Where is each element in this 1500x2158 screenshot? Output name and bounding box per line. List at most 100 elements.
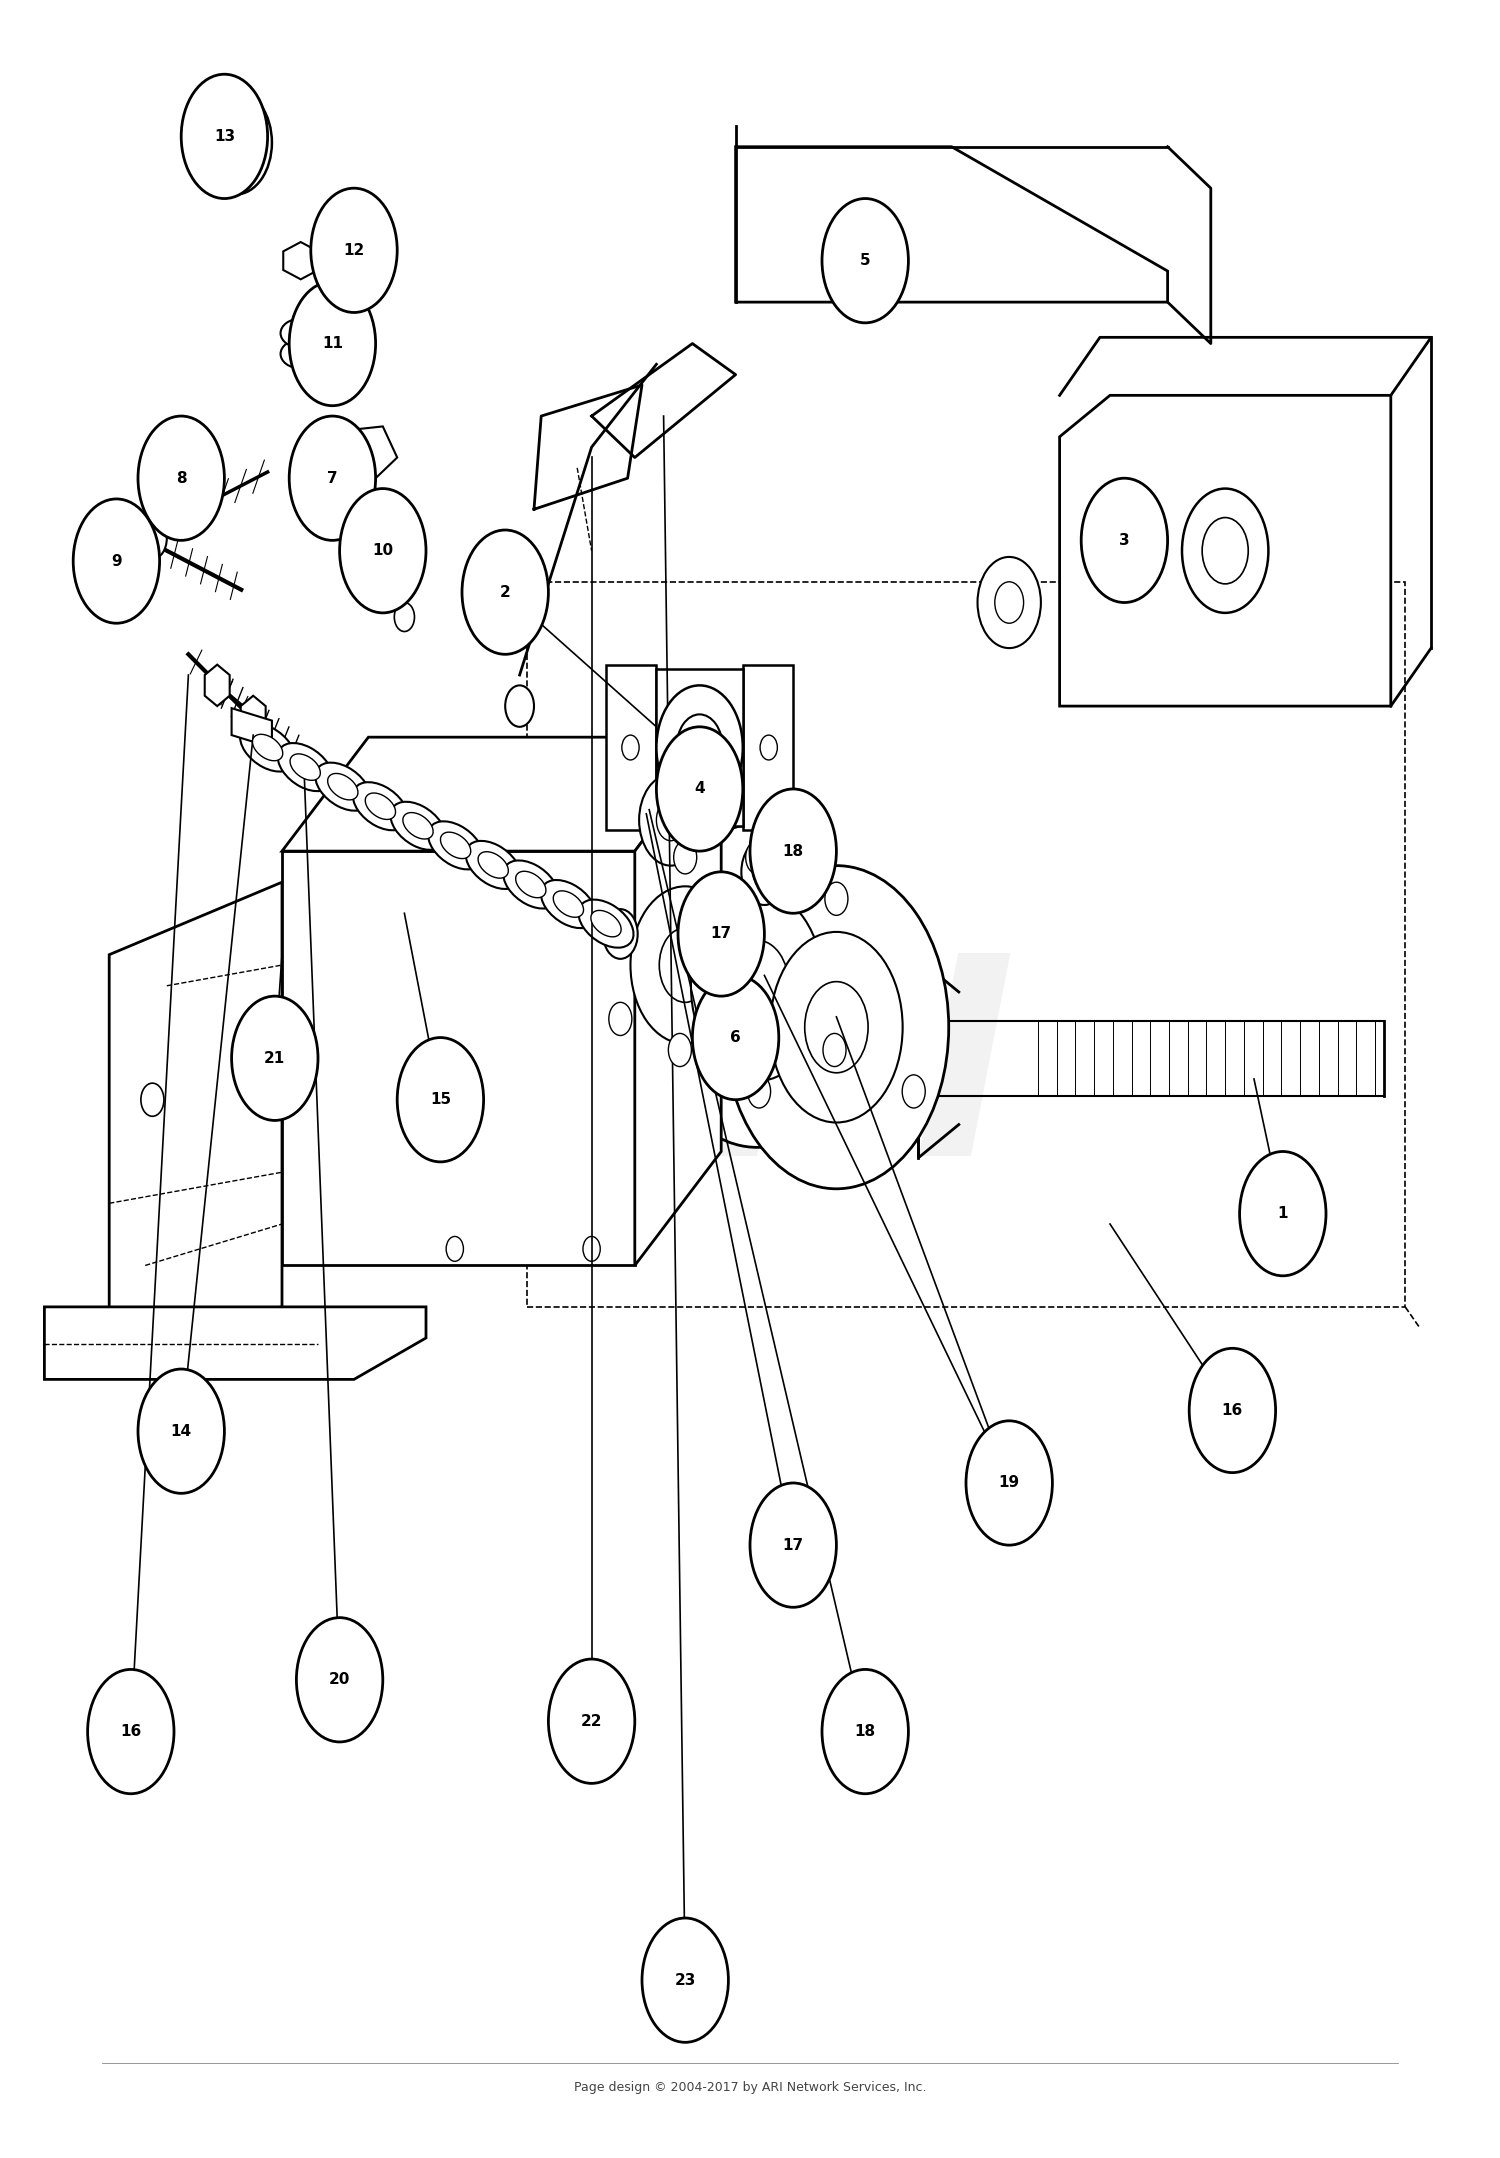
Circle shape: [657, 686, 742, 809]
Circle shape: [642, 1918, 729, 2041]
Circle shape: [902, 1075, 926, 1107]
Circle shape: [693, 975, 778, 1101]
Text: 19: 19: [999, 1476, 1020, 1491]
Ellipse shape: [240, 723, 296, 773]
Polygon shape: [110, 883, 282, 1338]
Polygon shape: [284, 242, 318, 278]
Ellipse shape: [465, 842, 520, 889]
Polygon shape: [657, 669, 742, 827]
Ellipse shape: [441, 833, 471, 859]
Circle shape: [692, 891, 824, 1081]
Text: 3: 3: [1119, 533, 1130, 548]
Circle shape: [1202, 518, 1248, 585]
Text: 6: 6: [730, 1029, 741, 1044]
Polygon shape: [310, 427, 398, 498]
Ellipse shape: [352, 781, 408, 831]
Ellipse shape: [291, 326, 310, 341]
Circle shape: [310, 188, 398, 313]
Circle shape: [138, 518, 166, 559]
Circle shape: [1239, 1152, 1326, 1275]
Text: Page design © 2004-2017 by ARI Network Services, Inc.: Page design © 2004-2017 by ARI Network S…: [573, 2082, 926, 2095]
Circle shape: [1190, 1349, 1275, 1472]
Text: 4: 4: [694, 781, 705, 796]
Circle shape: [549, 1660, 634, 1783]
Circle shape: [760, 736, 777, 760]
Circle shape: [200, 91, 272, 194]
Polygon shape: [240, 695, 266, 738]
Text: 2: 2: [500, 585, 510, 600]
Ellipse shape: [390, 803, 445, 850]
Text: 7: 7: [327, 470, 338, 486]
Circle shape: [747, 1075, 771, 1107]
Circle shape: [738, 1001, 762, 1036]
Circle shape: [750, 790, 837, 913]
Text: 18: 18: [855, 1724, 876, 1739]
Text: 22: 22: [580, 1713, 603, 1729]
Ellipse shape: [366, 792, 396, 820]
Circle shape: [1082, 479, 1167, 602]
Circle shape: [726, 909, 746, 939]
Circle shape: [724, 865, 948, 1189]
Circle shape: [394, 602, 414, 632]
Circle shape: [398, 1038, 483, 1161]
Circle shape: [138, 1368, 225, 1493]
Ellipse shape: [504, 861, 558, 909]
Circle shape: [674, 842, 696, 874]
Circle shape: [74, 498, 159, 624]
Circle shape: [141, 1083, 164, 1116]
Text: 13: 13: [214, 129, 236, 145]
Circle shape: [603, 909, 638, 958]
Circle shape: [612, 921, 628, 947]
Ellipse shape: [252, 734, 282, 762]
Circle shape: [639, 775, 702, 865]
Ellipse shape: [280, 319, 321, 347]
Circle shape: [591, 831, 778, 1101]
Polygon shape: [1059, 395, 1390, 706]
Circle shape: [804, 982, 868, 1073]
Circle shape: [822, 1670, 909, 1793]
Circle shape: [446, 1237, 464, 1260]
Polygon shape: [735, 147, 1167, 302]
Circle shape: [966, 1420, 1053, 1545]
Circle shape: [630, 887, 740, 1044]
Circle shape: [634, 783, 663, 824]
Text: 11: 11: [322, 337, 344, 352]
Text: 17: 17: [711, 926, 732, 941]
Circle shape: [1182, 488, 1269, 613]
Polygon shape: [742, 665, 794, 831]
Circle shape: [770, 932, 903, 1122]
Circle shape: [622, 736, 639, 760]
Ellipse shape: [542, 880, 596, 928]
Circle shape: [825, 883, 848, 915]
Circle shape: [676, 714, 723, 781]
Circle shape: [506, 686, 534, 727]
Ellipse shape: [427, 822, 483, 870]
Circle shape: [726, 941, 789, 1032]
Circle shape: [462, 531, 549, 654]
Circle shape: [290, 281, 375, 406]
Polygon shape: [204, 665, 230, 706]
Circle shape: [746, 842, 768, 874]
Text: 8: 8: [176, 470, 186, 486]
Circle shape: [645, 824, 870, 1148]
Text: 9: 9: [111, 555, 122, 568]
Ellipse shape: [478, 852, 508, 878]
Ellipse shape: [554, 891, 584, 917]
Polygon shape: [606, 665, 657, 831]
Circle shape: [231, 997, 318, 1120]
Circle shape: [138, 416, 225, 540]
Text: 18: 18: [783, 844, 804, 859]
Ellipse shape: [327, 773, 358, 801]
Circle shape: [290, 416, 375, 540]
Text: 5: 5: [859, 252, 870, 268]
Text: 23: 23: [675, 1972, 696, 1988]
Text: 15: 15: [430, 1092, 451, 1107]
Text: 10: 10: [372, 544, 393, 559]
Ellipse shape: [280, 339, 321, 369]
Text: 17: 17: [783, 1539, 804, 1552]
Circle shape: [994, 583, 1023, 624]
Circle shape: [822, 199, 909, 324]
Circle shape: [978, 557, 1041, 647]
Circle shape: [669, 1034, 692, 1066]
Circle shape: [824, 1034, 846, 1066]
